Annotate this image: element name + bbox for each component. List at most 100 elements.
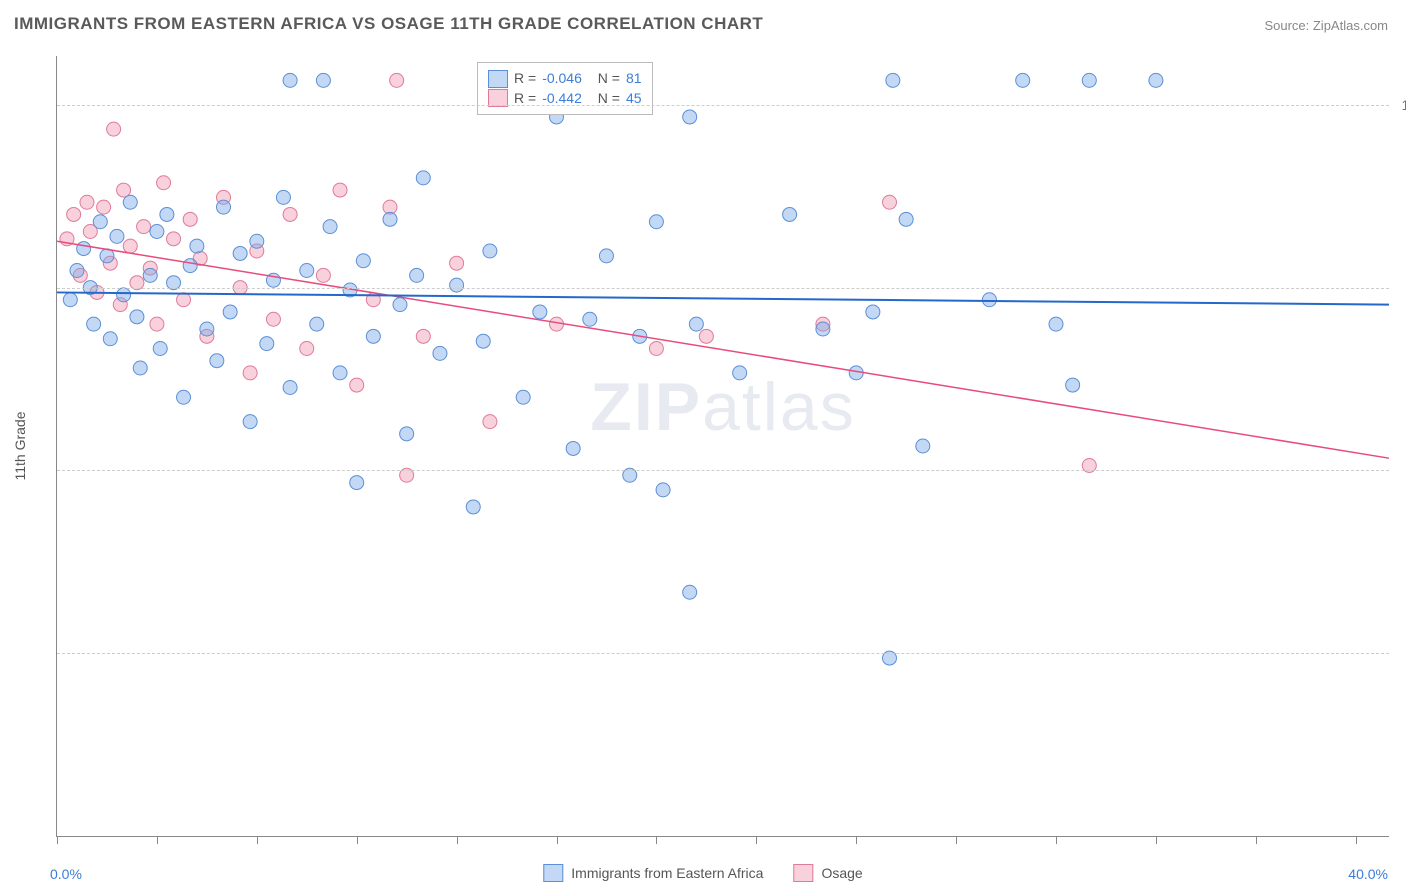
legend-label-2: Osage	[821, 865, 862, 881]
data-point	[177, 390, 191, 404]
x-tick	[856, 836, 857, 844]
data-point	[649, 215, 663, 229]
data-point	[150, 225, 164, 239]
data-point	[283, 73, 297, 87]
data-point	[130, 310, 144, 324]
data-point	[110, 229, 124, 243]
data-point	[243, 366, 257, 380]
x-tick	[1256, 836, 1257, 844]
data-point	[333, 366, 347, 380]
data-point	[886, 73, 900, 87]
chart-svg	[57, 56, 1389, 836]
data-point	[733, 366, 747, 380]
x-tick	[756, 836, 757, 844]
data-point	[200, 322, 214, 336]
data-point	[87, 317, 101, 331]
data-point	[916, 439, 930, 453]
gridline	[57, 105, 1389, 106]
data-point	[1149, 73, 1163, 87]
data-point	[217, 200, 231, 214]
data-point	[476, 334, 490, 348]
data-point	[566, 441, 580, 455]
data-point	[656, 483, 670, 497]
data-point	[103, 332, 117, 346]
data-point	[323, 220, 337, 234]
data-point	[383, 212, 397, 226]
data-point	[599, 249, 613, 263]
x-tick	[257, 836, 258, 844]
data-point	[67, 207, 81, 221]
r-label-1: R =	[514, 69, 536, 89]
data-point	[393, 298, 407, 312]
data-point	[260, 337, 274, 351]
trend-line	[57, 241, 1389, 458]
gridline	[57, 288, 1389, 289]
data-point	[416, 329, 430, 343]
data-point	[300, 264, 314, 278]
data-point	[177, 293, 191, 307]
x-tick	[1056, 836, 1057, 844]
bottom-legend: Immigrants from Eastern Africa Osage	[543, 864, 862, 882]
data-point	[160, 207, 174, 221]
data-point	[583, 312, 597, 326]
data-point	[316, 73, 330, 87]
gridline	[57, 653, 1389, 654]
x-tick	[57, 836, 58, 844]
swatch-blue-icon	[543, 864, 563, 882]
data-point	[1082, 73, 1096, 87]
data-point	[100, 249, 114, 263]
data-point	[283, 381, 297, 395]
data-point	[899, 212, 913, 226]
data-point	[533, 305, 547, 319]
chart-title: IMMIGRANTS FROM EASTERN AFRICA VS OSAGE …	[14, 14, 763, 34]
data-point	[183, 212, 197, 226]
legend-item-series1: Immigrants from Eastern Africa	[543, 864, 763, 882]
legend-label-1: Immigrants from Eastern Africa	[571, 865, 763, 881]
y-tick-label: 100.0%	[1394, 97, 1406, 113]
x-tick	[656, 836, 657, 844]
data-point	[167, 232, 181, 246]
x-tick	[956, 836, 957, 844]
data-point	[683, 585, 697, 599]
data-point	[400, 427, 414, 441]
data-point	[689, 317, 703, 331]
data-point	[107, 122, 121, 136]
data-point	[1016, 73, 1030, 87]
legend-item-series2: Osage	[793, 864, 862, 882]
data-point	[483, 244, 497, 258]
data-point	[63, 293, 77, 307]
data-point	[450, 256, 464, 270]
data-point	[190, 239, 204, 253]
data-point	[410, 268, 424, 282]
data-point	[433, 346, 447, 360]
data-point	[137, 220, 151, 234]
data-point	[699, 329, 713, 343]
data-point	[153, 342, 167, 356]
data-point	[77, 242, 91, 256]
data-point	[97, 200, 111, 214]
source-attribution: Source: ZipAtlas.com	[1264, 18, 1388, 33]
y-axis-title: 11th Grade	[12, 411, 28, 480]
data-point	[300, 342, 314, 356]
data-point	[133, 361, 147, 375]
x-tick	[1356, 836, 1357, 844]
data-point	[816, 322, 830, 336]
data-point	[316, 268, 330, 282]
data-point	[250, 234, 264, 248]
data-point	[466, 500, 480, 514]
x-axis-min-label: 0.0%	[50, 866, 82, 882]
r-value-1: -0.046	[542, 69, 582, 89]
data-point	[416, 171, 430, 185]
data-point	[310, 317, 324, 331]
data-point	[93, 215, 107, 229]
data-point	[366, 329, 380, 343]
data-point	[210, 354, 224, 368]
x-tick	[557, 836, 558, 844]
data-point	[123, 195, 137, 209]
stats-row-series1: R = -0.046 N = 81	[488, 69, 642, 89]
x-tick	[1156, 836, 1157, 844]
data-point	[266, 312, 280, 326]
data-point	[390, 73, 404, 87]
data-point	[243, 415, 257, 429]
data-point	[233, 246, 247, 260]
